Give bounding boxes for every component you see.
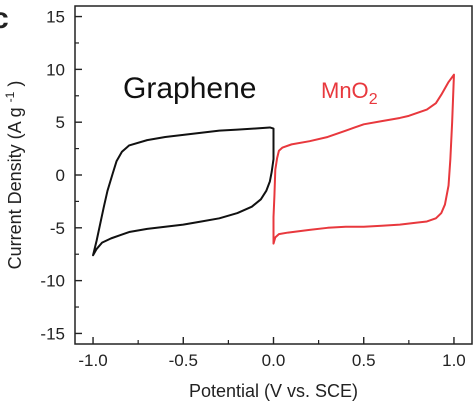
y-axis-label-superscript: -1	[3, 91, 17, 102]
y-tick-label: -5	[50, 219, 65, 238]
x-axis-ticks: -1.0 -0.5 0.0 0.5 1.0	[78, 337, 466, 370]
series-label-mno2-subscript: 2	[369, 91, 378, 108]
y-tick-label: 15	[46, 8, 65, 27]
x-tick-label: 0.0	[262, 351, 286, 370]
y-tick-label: 10	[46, 60, 65, 79]
y-tick-label: -10	[40, 272, 65, 291]
y-axis-label-main: Current Density (A g	[5, 107, 25, 269]
x-tick-label: -0.5	[169, 351, 198, 370]
panel-letter: c	[0, 2, 9, 35]
x-tick-label: 1.0	[442, 351, 466, 370]
series-label-graphene: Graphene	[123, 72, 256, 105]
y-axis-label-close: )	[5, 81, 25, 87]
plot-frame	[74, 5, 473, 345]
x-axis-label: Potential (V vs. SCE)	[189, 381, 358, 401]
y-tick-label: -15	[40, 324, 65, 343]
series-label-mno2: MnO2	[321, 78, 378, 108]
y-axis-label: Current Density (A g -1 )	[0, 81, 25, 270]
series-label-graphene-main: Graphene	[123, 72, 256, 105]
series-labels: Graphene MnO2	[123, 72, 378, 108]
x-tick-label: 0.5	[352, 351, 376, 370]
series-line-mno2	[272, 73, 455, 245]
y-tick-label: 5	[56, 113, 65, 132]
y-tick-label: 0	[56, 166, 65, 185]
x-tick-label: -1.0	[78, 351, 107, 370]
y-axis-label-text: Current Density (A g -1 )	[0, 81, 25, 270]
series-layer	[92, 73, 455, 257]
series-line-graphene	[92, 126, 275, 257]
y-axis-ticks: -15 -10 -5 0 5 10 15	[40, 8, 82, 343]
series-label-mno2-main: MnO	[321, 78, 369, 103]
